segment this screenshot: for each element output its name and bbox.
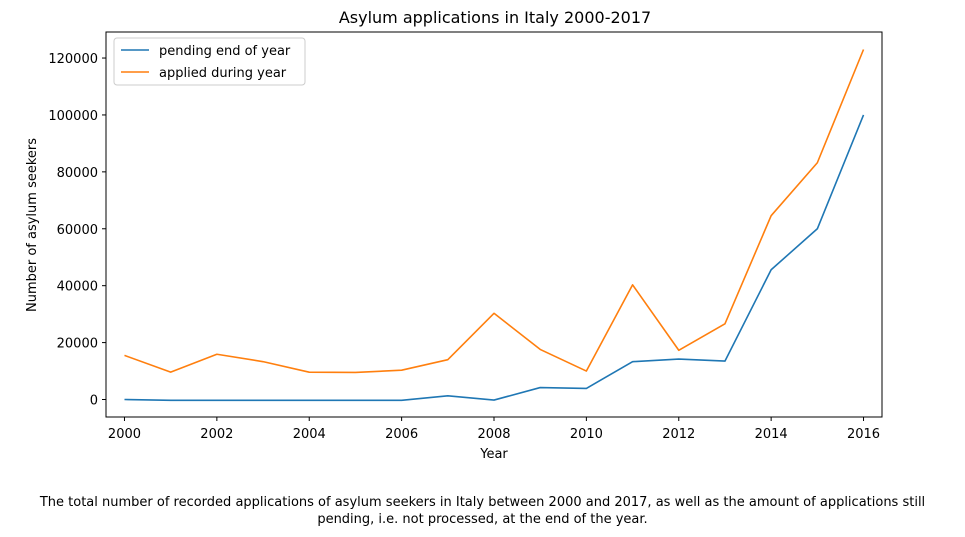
x-tick-label: 2008 <box>477 427 510 442</box>
x-axis-label: Year <box>479 447 508 462</box>
legend-box <box>113 37 306 86</box>
series-line-pending <box>124 114 865 402</box>
asylum-line-chart: Asylum applications in Italy 2000-2017 2… <box>25 8 883 462</box>
y-tick-label: 60000 <box>57 223 98 238</box>
y-tick-label: 80000 <box>57 166 98 181</box>
chart-title: Asylum applications in Italy 2000-2017 <box>339 8 651 27</box>
plot-area: 2000 2002 2004 2006 2008 2010 2012 2014 2016 0 200… <box>48 49 880 442</box>
x-tick-label: 2002 <box>200 427 233 442</box>
x-tick-label: 2010 <box>570 427 603 442</box>
caption-line-1: The total number of recorded application… <box>39 495 926 510</box>
y-tick-label: 0 <box>90 394 98 409</box>
y-tick-label: 40000 <box>57 280 98 295</box>
legend-label-pending: pending end of year <box>159 44 291 59</box>
x-tick-label: 2014 <box>755 427 788 442</box>
plot-frame <box>105 31 883 418</box>
figure-caption: The total number of recorded application… <box>0 494 965 528</box>
legend: pending end of year applied during year <box>113 37 306 86</box>
x-tick-label: 2000 <box>108 427 141 442</box>
y-tick-label: 120000 <box>48 52 98 67</box>
series-line-applied <box>124 49 865 374</box>
x-tick-label: 2012 <box>662 427 695 442</box>
y-tick-label: 100000 <box>48 109 98 124</box>
caption-line-2: pending, i.e. not processed, at the end … <box>317 512 648 527</box>
x-tick-label: 2016 <box>847 427 880 442</box>
legend-label-applied: applied during year <box>159 66 287 81</box>
y-axis-label: Number of asylum seekers <box>25 138 40 312</box>
y-tick-label: 20000 <box>57 337 98 352</box>
x-tick-label: 2004 <box>293 427 326 442</box>
x-tick-label: 2006 <box>385 427 418 442</box>
